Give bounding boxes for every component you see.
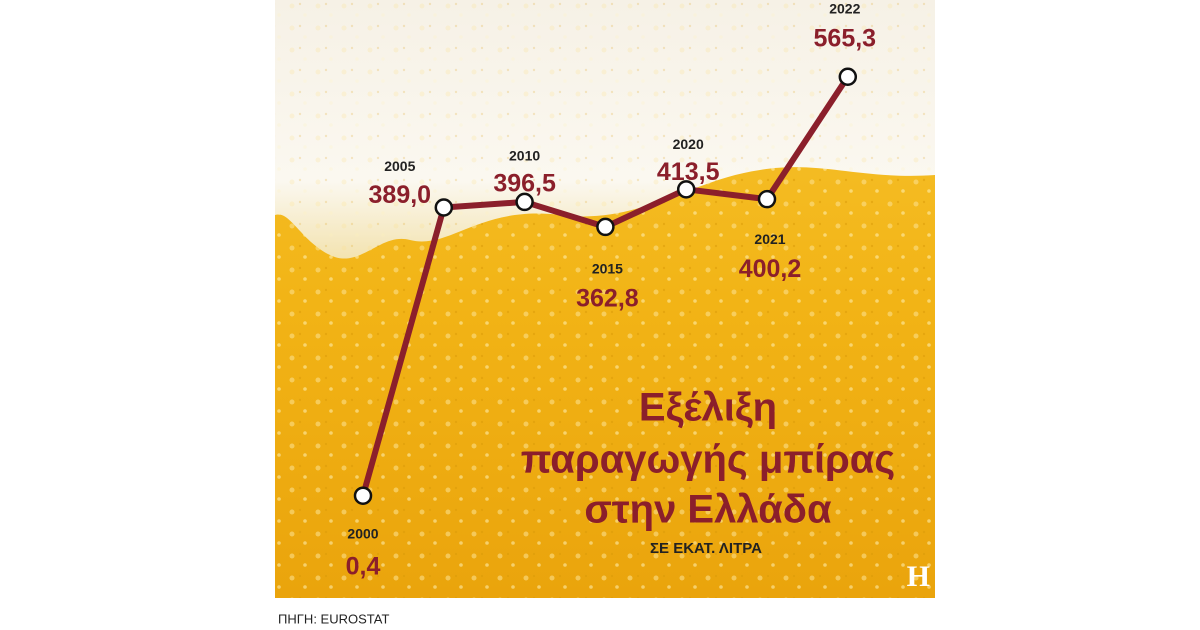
x-tick-label: 2022: [829, 0, 860, 16]
background: [275, 0, 935, 598]
data-label: 565,3: [814, 24, 877, 52]
data-point: [757, 189, 777, 209]
data-point: [596, 217, 615, 237]
x-tick-label: 2005: [384, 158, 415, 174]
data-label: 0,4: [346, 552, 381, 580]
x-tick-label: 2021: [754, 231, 785, 247]
data-point: [515, 192, 534, 212]
chart-title: παραγωγής μπίρας: [521, 438, 895, 482]
data-label: 400,2: [739, 255, 802, 283]
data-point: [434, 198, 454, 217]
data-label: 396,5: [493, 170, 556, 198]
data-point: [676, 180, 696, 199]
data-label: 362,8: [576, 285, 639, 313]
subtitle: ΣΕ ΕΚΑΤ. ΛΙΤΡΑ: [650, 540, 762, 557]
source: ΠΗΓΗ: EUROSTAT: [278, 611, 389, 626]
x-tick-label: 2010: [509, 148, 540, 164]
chart-title: στην Ελλάδα: [584, 488, 832, 532]
x-tick-label: 2000: [347, 525, 378, 541]
data-label: 389,0: [369, 181, 432, 209]
x-tick-label: 2015: [592, 261, 623, 277]
data-point: [838, 67, 858, 86]
data-label: 413,5: [657, 158, 720, 186]
logo: H: [907, 560, 930, 593]
x-tick-label: 2020: [673, 136, 704, 152]
chart-title: Εξέλιξη: [639, 386, 777, 430]
data-point: [353, 486, 373, 505]
